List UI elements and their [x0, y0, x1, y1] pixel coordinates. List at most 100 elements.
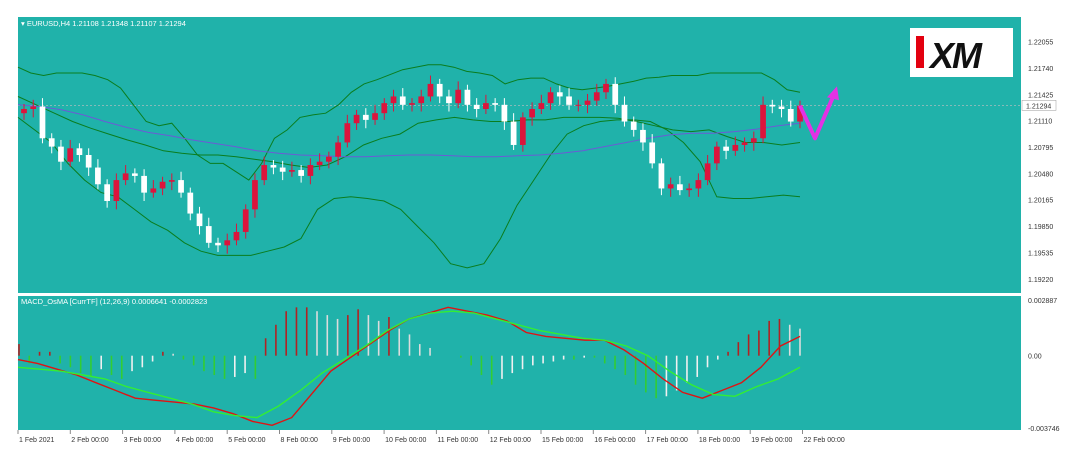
candle [446, 89, 452, 112]
candle-body [104, 184, 111, 201]
time-tick-label: 12 Feb 00:00 [490, 437, 531, 444]
candle [242, 204, 249, 239]
candle-body [215, 242, 221, 246]
time-tick-label: 5 Feb 00:00 [228, 437, 265, 444]
candle-body [510, 121, 517, 145]
candle [67, 139, 74, 167]
candle [436, 78, 443, 104]
candle-body [30, 106, 37, 109]
candle [30, 99, 37, 118]
candle-body [787, 109, 794, 122]
macd-lines [17, 306, 801, 427]
candle [695, 173, 702, 197]
candle [261, 156, 268, 186]
candle-body [48, 138, 55, 147]
candle-body [224, 240, 231, 246]
candle-body [390, 96, 397, 104]
candle [538, 94, 545, 115]
candle [353, 109, 360, 130]
candle [612, 77, 619, 114]
time-tick-label: 19 Feb 00:00 [751, 437, 792, 444]
candle-body [325, 156, 332, 162]
candle [196, 206, 203, 235]
candle-body [566, 96, 572, 105]
candle [104, 179, 111, 208]
candle-body [667, 184, 674, 189]
symbol-header: ▾ EURUSD,H4 1.21108 1.21348 1.21107 1.21… [21, 19, 186, 28]
price-tick-label: 1.20795 [1028, 145, 1053, 152]
candle-body [141, 175, 147, 193]
price-tick-label: 1.21110 [1028, 119, 1052, 126]
candle [603, 78, 609, 99]
candle-body [603, 83, 609, 93]
candle-body [584, 100, 591, 105]
macd-panel[interactable] [18, 296, 1021, 430]
candle-body [307, 165, 314, 176]
forecast-arrow [798, 86, 839, 141]
candle-body [85, 155, 92, 168]
price-tick-label: 1.22055 [1028, 40, 1053, 47]
candle [667, 177, 674, 197]
candle [529, 102, 535, 126]
xm-logo-text: XM [928, 35, 983, 76]
time-tick-label: 9 Feb 00:00 [333, 437, 370, 444]
candle-body [695, 180, 702, 189]
candle [640, 123, 646, 151]
candle-body [593, 92, 600, 101]
candle-body [178, 180, 184, 193]
candle [473, 98, 480, 118]
candle [547, 87, 554, 110]
candle-body [58, 146, 64, 162]
candle [279, 160, 286, 181]
xm-logo: XM [910, 28, 1013, 77]
candle-body [621, 104, 628, 122]
candle-body [372, 113, 378, 120]
price-axis-labels: 1.22055 1.21740 1.21425 1.21110 1.20795 1.204… [1021, 40, 1053, 284]
candle [39, 98, 46, 144]
candle-body [261, 165, 268, 181]
candle-body [677, 184, 683, 191]
xm-logo-red-bar [916, 36, 924, 68]
candle [187, 187, 194, 221]
symbol-dropdown-icon[interactable]: ▾ [21, 19, 27, 28]
candle [519, 112, 526, 152]
price-tick-label: 1.19220 [1028, 277, 1053, 284]
bollinger-bands [17, 64, 801, 269]
candle-body [797, 105, 803, 122]
bollinger-upper-line [17, 64, 801, 181]
candlesticks [21, 75, 803, 254]
candle [48, 133, 55, 154]
time-axis-labels: 1 Feb 2021 2 Feb 00:00 3 Feb 00:00 4 Feb 00… [17, 430, 845, 444]
candle-body [649, 142, 656, 164]
candle-body [464, 89, 471, 105]
candle [409, 98, 415, 112]
candle [95, 159, 101, 190]
time-tick-label: 22 Feb 00:00 [804, 437, 845, 444]
candle [270, 160, 277, 175]
candle-body [95, 167, 101, 185]
candle [390, 89, 397, 112]
candle-body [113, 180, 120, 201]
candle-body [187, 192, 194, 214]
candle [150, 180, 157, 198]
time-tick-label: 11 Feb 00:00 [437, 437, 478, 444]
price-panel[interactable] [18, 17, 1021, 293]
bollinger-lower-line [17, 117, 801, 269]
time-tick-label: 4 Feb 00:00 [176, 437, 213, 444]
candle-body [446, 96, 452, 104]
candle-body [519, 117, 526, 145]
candle-body [713, 146, 720, 164]
candle-body [686, 188, 693, 191]
candle [769, 99, 776, 114]
candle-body [575, 104, 582, 106]
candle [307, 158, 314, 185]
candle-body [556, 92, 563, 97]
candle-body [399, 96, 406, 105]
candle-body [289, 170, 295, 172]
candle-body [640, 129, 646, 143]
candle [593, 83, 600, 106]
candle [335, 135, 341, 166]
candle [122, 165, 129, 186]
candle-body [741, 142, 748, 145]
